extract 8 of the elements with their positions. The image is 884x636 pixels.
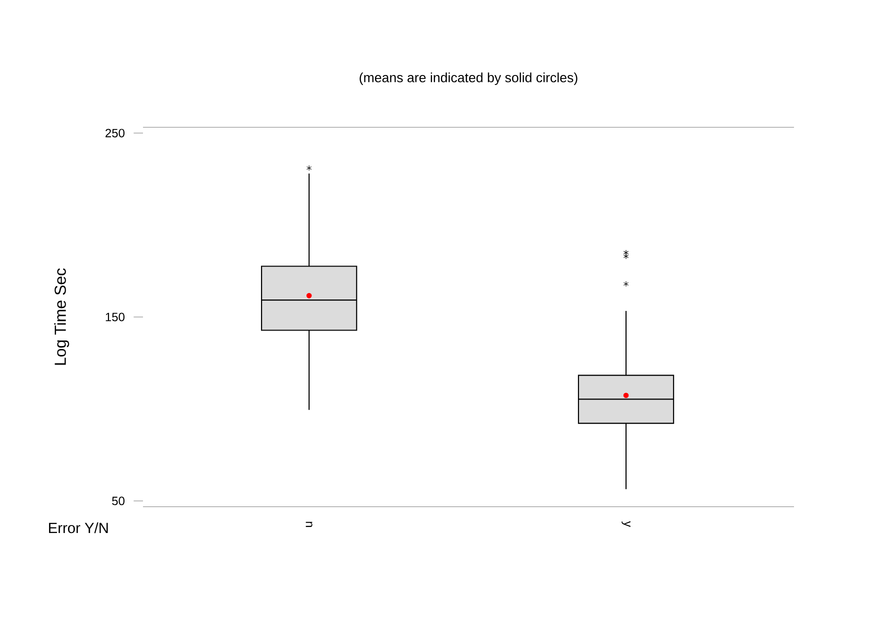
y-axis-title: Log Time Sec: [54, 268, 70, 365]
x-axis-title: Error Y/N: [49, 522, 108, 534]
y-tick-label: 50: [112, 496, 124, 506]
x-tick-label: n: [306, 522, 312, 527]
y-tick-label: 150: [106, 312, 124, 322]
chart-title: (means are indicated by solid circles): [360, 72, 578, 85]
x-tick-label: y: [622, 521, 630, 528]
y-tick-label: 250: [106, 128, 124, 138]
